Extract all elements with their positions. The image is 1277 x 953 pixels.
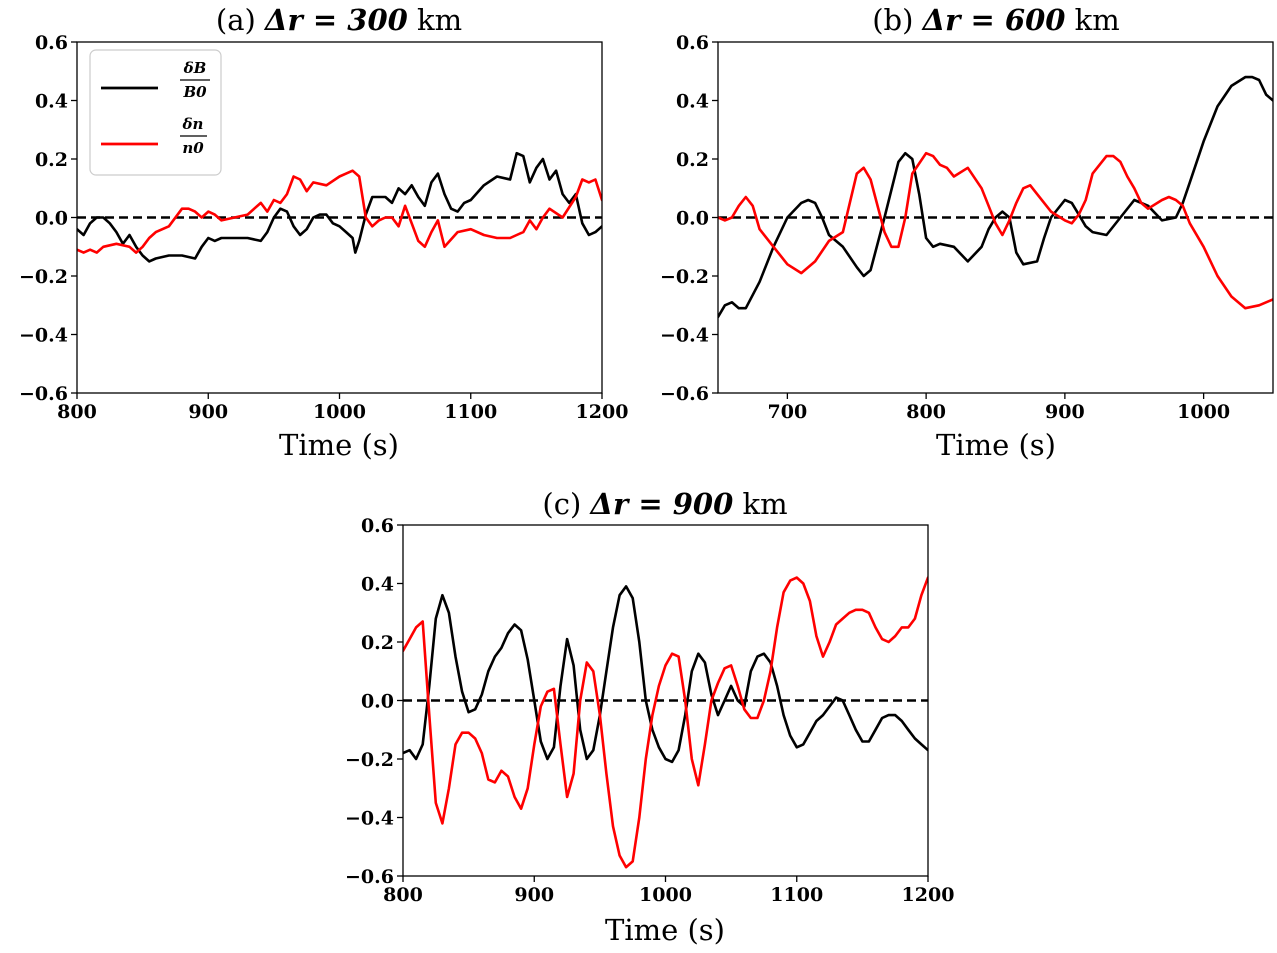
panel-b-xtick-label: 700 (768, 401, 808, 423)
panel-c-series-dn (403, 576, 928, 869)
panel-b-series-db (718, 75, 1273, 319)
legend-db-num: δB (183, 59, 207, 77)
panel-a-xtick-label: 1200 (576, 401, 629, 423)
legend-dn-den: n0 (182, 139, 204, 157)
panel-c-plot-area (403, 576, 928, 869)
panel-c-xtick-label: 1100 (770, 884, 823, 906)
panel-b-ytick-label: −0.4 (660, 325, 709, 347)
panel-b-ytick-label: 0.4 (676, 91, 709, 113)
panel-c-ytick-label: −0.2 (345, 749, 394, 771)
panel-c-title: (c) Δr = 900 km (542, 487, 787, 521)
panel-a-ytick-label: −0.2 (19, 266, 68, 288)
panel-c-series-db (403, 585, 928, 764)
panel-a-plot-area (77, 151, 602, 263)
panel-a-ytick-label: 0.0 (35, 208, 68, 230)
panel-c-ytick-label: 0.2 (361, 632, 394, 654)
panel-a-xlabel: Time (s) (279, 428, 399, 462)
panel-a-title: (a) Δr = 300 km (216, 3, 462, 37)
panel-a-xtick-label: 800 (57, 401, 97, 423)
panel-b-ytick-label: 0.2 (676, 149, 709, 171)
panel-c-xlabel: Time (s) (605, 913, 725, 947)
panel-b-title: (b) Δr = 600 km (872, 3, 1120, 37)
panel-c-xtick-label: 900 (514, 884, 554, 906)
panel-a-xtick-label: 1000 (313, 401, 366, 423)
legend-db-den: B0 (182, 83, 207, 101)
panel-a-xtick-label: 900 (188, 401, 228, 423)
panel-c: (c) Δr = 900 km Time (s) 800 900 1000 1100 1… (345, 487, 954, 947)
panel-a: (a) Δr = 300 km Time (s) 800 900 1000 1100 1… (19, 3, 628, 462)
panel-c-ytick-label: −0.6 (345, 866, 394, 888)
panel-a-ytick-label: 0.2 (35, 149, 68, 171)
panel-a-ytick-label: 0.4 (35, 91, 68, 113)
panel-b-ytick-label: 0.0 (676, 208, 709, 230)
panel-c-ytick-label: 0.0 (361, 691, 394, 713)
panel-b-ytick-label: 0.6 (676, 32, 709, 54)
panel-a-series-db (77, 151, 602, 263)
panel-c-ytick-label: 0.4 (361, 574, 394, 596)
panel-b-xtick-label: 800 (906, 401, 946, 423)
panel-a-ytick-label: −0.6 (19, 383, 68, 405)
panel-b-xlabel: Time (s) (936, 428, 1056, 462)
legend-dn-num: δn (182, 115, 204, 133)
panel-a-legend: δB B0 δn n0 (89, 49, 222, 176)
panel-b-series-dn (718, 151, 1273, 310)
panel-c-xtick-label: 1000 (639, 884, 692, 906)
panel-b-xtick-label: 900 (1045, 401, 1085, 423)
panel-c-xtick-label: 1200 (902, 884, 955, 906)
panel-a-series-dn (77, 169, 602, 254)
panel-b-xtick-label: 1000 (1177, 401, 1230, 423)
panel-b-plot-area (718, 75, 1273, 319)
panel-b-ytick-label: −0.6 (660, 383, 709, 405)
panel-c-ytick-label: 0.6 (361, 515, 394, 537)
panel-a-xtick-label: 1100 (444, 401, 497, 423)
panel-a-ytick-label: 0.6 (35, 32, 68, 54)
panel-c-ytick-label: −0.4 (345, 808, 394, 830)
panel-b-ytick-label: −0.2 (660, 266, 709, 288)
panel-c-xtick-label: 800 (383, 884, 423, 906)
panel-b: (b) Δr = 600 km Time (s) 700 800 900 1000 −0… (660, 3, 1274, 462)
panel-a-ytick-label: −0.4 (19, 325, 68, 347)
